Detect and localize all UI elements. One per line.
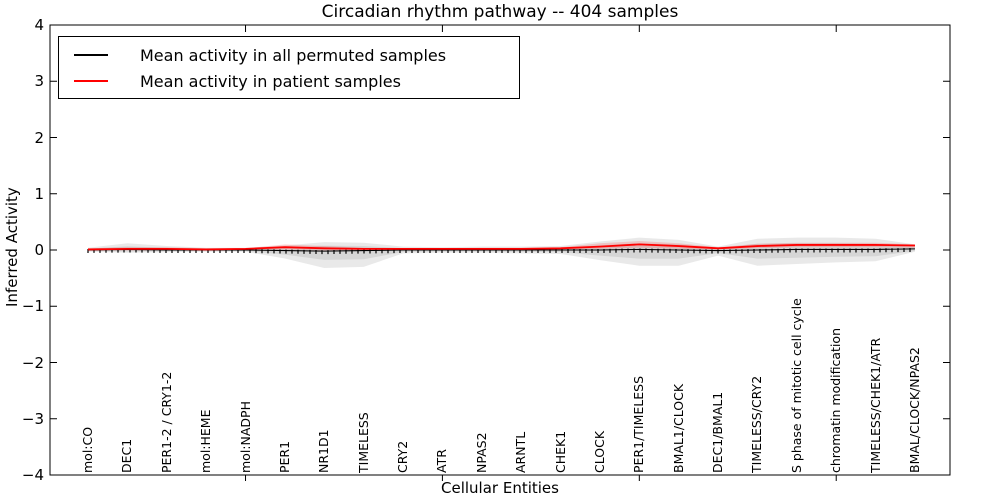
y-tick-label: 3 bbox=[34, 72, 44, 91]
chart-title: Circadian rhythm pathway -- 404 samples bbox=[321, 2, 679, 22]
x-axis-label: Cellular Entities bbox=[441, 479, 559, 497]
legend-entry-permuted: Mean activity in all permuted samples bbox=[59, 42, 519, 68]
legend-line-swatch-red bbox=[74, 80, 108, 82]
x-tick-label: TIMELESS bbox=[355, 412, 371, 473]
y-tick-label: −4 bbox=[21, 466, 44, 484]
x-tick-label: TIMELESS/CHEK1/ATR bbox=[867, 337, 883, 473]
x-tick-label: ATR bbox=[434, 449, 450, 473]
x-tick-label: S phase of mitotic cell cycle bbox=[788, 298, 804, 473]
x-tick-label: DEC1/BMAL1 bbox=[710, 391, 726, 473]
legend-label-permuted: Mean activity in all permuted samples bbox=[140, 45, 447, 65]
y-tick-label: 1 bbox=[34, 184, 44, 203]
y-tick-label: 2 bbox=[34, 128, 44, 147]
y-tick-label: −3 bbox=[21, 409, 44, 428]
x-tick-label: CHEK1 bbox=[552, 430, 568, 473]
axis-ticks bbox=[50, 24, 950, 481]
patient-mean-line bbox=[87, 243, 915, 251]
y-tick-label: −1 bbox=[21, 297, 44, 316]
x-tick-label: BMAL/CLOCK/NPAS2 bbox=[906, 347, 922, 473]
x-tick-label: mol:CO bbox=[80, 426, 95, 473]
x-tick-label: DEC1 bbox=[119, 438, 135, 473]
x-tick-label: BMAL1/CLOCK bbox=[670, 383, 686, 473]
legend-line-swatch-black bbox=[74, 54, 108, 56]
x-tick-label: PER1 bbox=[276, 440, 292, 473]
x-tick-label: NPAS2 bbox=[473, 432, 489, 473]
y-tick-label: 4 bbox=[34, 16, 44, 34]
x-tick-label: PER1/TIMELESS bbox=[631, 375, 647, 473]
x-tick-label: mol:NADPH bbox=[237, 401, 253, 473]
y-tick-label: 0 bbox=[34, 241, 44, 259]
legend-entry-patient: Mean activity in patient samples bbox=[59, 68, 519, 94]
x-tick-label: CLOCK bbox=[591, 430, 607, 473]
x-tick-label: ARNTL bbox=[513, 431, 529, 473]
y-axis-label: Inferred Activity bbox=[3, 187, 21, 307]
legend-label-patient: Mean activity in patient samples bbox=[140, 71, 401, 91]
x-tick-label: TIMELESS/CRY2 bbox=[749, 375, 765, 473]
x-tick-label: PER1-2 / CRY1-2 bbox=[158, 371, 174, 473]
x-tick-label: CRY2 bbox=[395, 440, 411, 473]
legend: Mean activity in all permuted samples Me… bbox=[58, 36, 520, 99]
x-tick-label: mol:HEME bbox=[198, 409, 214, 474]
x-tick-label: chromatin modification bbox=[828, 328, 844, 473]
y-tick-label: −2 bbox=[21, 353, 44, 372]
permuted-mean-markers bbox=[87, 247, 911, 255]
x-tick-label: NR1D1 bbox=[316, 429, 332, 473]
